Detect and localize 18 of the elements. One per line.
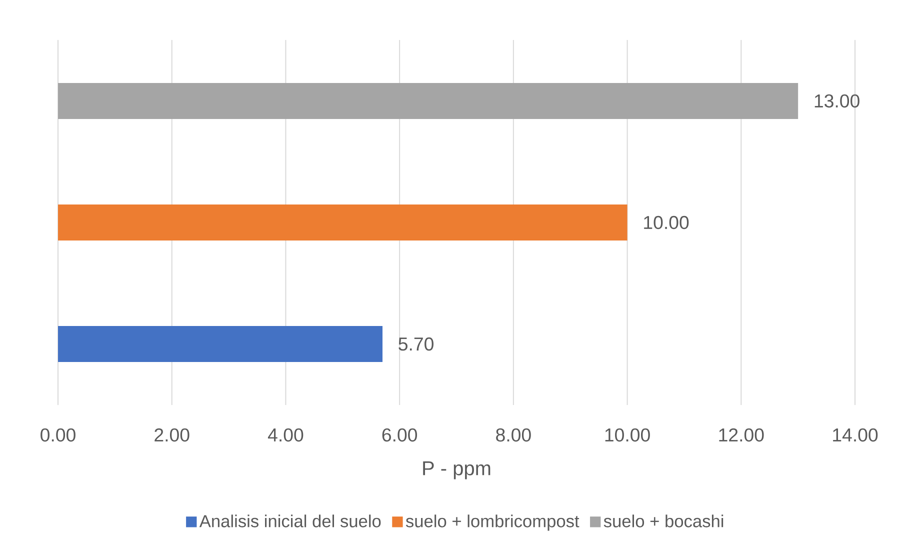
x-tick-label: 10.00	[605, 428, 650, 442]
x-tick-label: 6.00	[382, 428, 418, 442]
bar	[58, 204, 628, 240]
x-tick-label: 4.00	[268, 428, 304, 442]
data-label: 10.00	[644, 216, 689, 230]
data-label: 5.70	[398, 337, 434, 351]
x-tick-label: 8.00	[496, 428, 531, 442]
x-tick-label: 14.00	[833, 428, 878, 442]
x-tick-label: 2.00	[154, 428, 190, 442]
legend-label: suelo + bocashi	[604, 514, 724, 528]
bar	[58, 326, 382, 362]
bar	[58, 82, 798, 119]
legend-label: suelo + lombricompost	[406, 514, 580, 531]
legend-label: Analisis inicial del suelo	[199, 514, 381, 528]
x-tick-label: 0.00	[40, 428, 76, 442]
x-tick-label: 12.00	[719, 428, 764, 442]
data-label: 13.00	[814, 94, 860, 108]
x-axis-title: P - ppm	[423, 461, 490, 480]
